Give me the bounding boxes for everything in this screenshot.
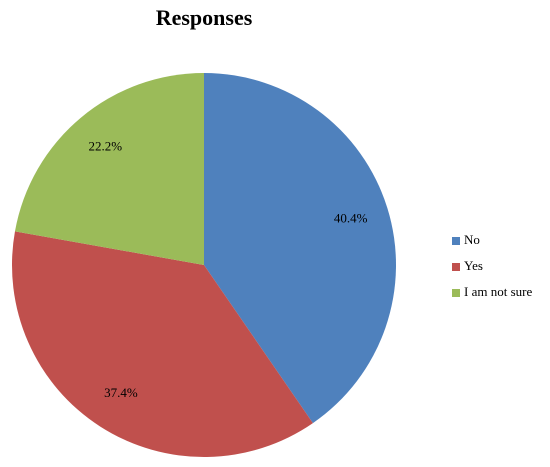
legend-swatch	[452, 263, 460, 271]
data-label: 40.4%	[334, 210, 368, 225]
legend-label: Yes	[464, 258, 483, 273]
pie-slice	[204, 73, 397, 424]
legend-label: I am not sure	[464, 284, 532, 299]
pie-slice	[11, 231, 313, 458]
pie-slice	[14, 73, 204, 265]
legend-label: No	[464, 232, 480, 247]
data-label: 22.2%	[89, 138, 123, 153]
legend-swatch	[452, 289, 460, 297]
chart-title: Responses	[156, 5, 253, 30]
legend-swatch	[452, 237, 460, 245]
data-label: 37.4%	[104, 385, 138, 400]
